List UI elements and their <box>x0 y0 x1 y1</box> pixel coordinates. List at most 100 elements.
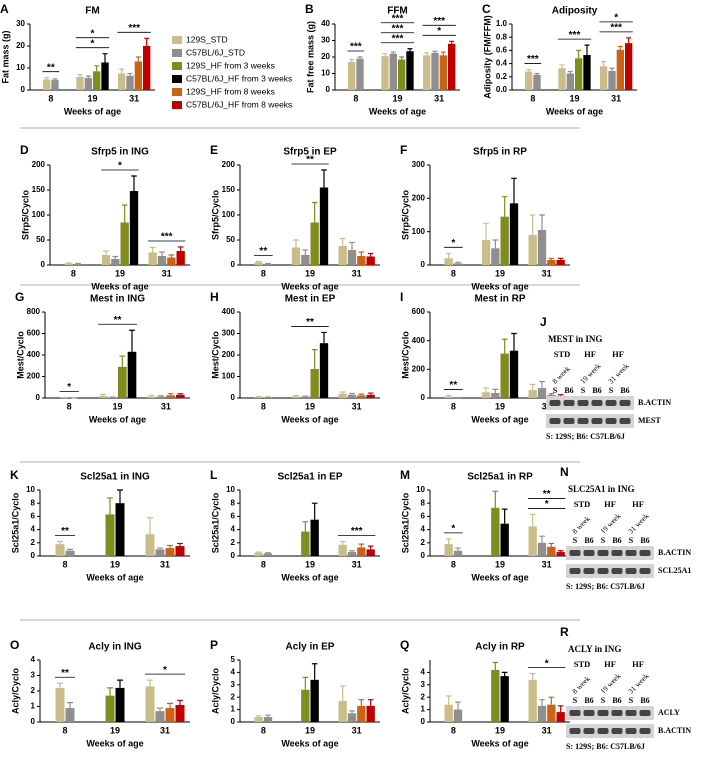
blot-lane: B6 <box>584 696 593 705</box>
significance-label: ** <box>47 62 55 73</box>
significance-label: * <box>545 658 549 669</box>
error-bar <box>357 56 363 59</box>
error-bar <box>159 251 165 256</box>
bar <box>481 392 491 398</box>
error-bar <box>339 540 346 545</box>
error-bar <box>548 542 555 547</box>
bar <box>176 394 185 398</box>
blot-band <box>639 550 651 556</box>
error-bar <box>117 679 123 688</box>
bar <box>55 687 65 722</box>
y-tick-label: 10 <box>416 485 425 494</box>
blot-lane: B6 <box>640 536 649 545</box>
blot-band <box>625 710 637 716</box>
x-tick-label: 8 <box>62 725 67 735</box>
blot-band <box>625 550 637 556</box>
bar <box>500 216 509 265</box>
blot-band <box>611 568 623 574</box>
error-bar <box>399 56 405 60</box>
y-axis-label: Sfrp5/Cyclo <box>20 189 30 240</box>
bar <box>547 546 556 556</box>
bar <box>93 71 101 90</box>
error-bar <box>449 40 455 44</box>
blot-band <box>619 400 631 406</box>
bar <box>366 394 375 398</box>
significance-label: * <box>545 499 549 510</box>
error-bar <box>492 490 499 508</box>
x-axis-label: Weeks of age <box>546 106 603 116</box>
panel-letter: H <box>210 290 219 304</box>
bar <box>65 550 75 556</box>
blot-lane: S <box>601 696 606 705</box>
bar <box>338 700 347 722</box>
blot-band <box>563 418 575 424</box>
bar <box>338 246 347 265</box>
y-tick-label: 0 <box>231 551 236 560</box>
bar <box>616 49 624 90</box>
blot-band <box>583 710 595 716</box>
bar <box>537 705 547 722</box>
error-bar <box>529 673 536 680</box>
chart-title: FM <box>85 6 99 17</box>
x-tick-label: 8 <box>261 268 266 278</box>
error-bar <box>548 393 555 396</box>
error-bar <box>511 332 517 351</box>
significance-label: * <box>118 161 122 172</box>
blot-title: ACLY in ING <box>568 644 621 654</box>
significance-label: *** <box>527 54 539 65</box>
x-tick-label: 31 <box>352 559 362 569</box>
blot-time: 8 week <box>570 514 592 536</box>
x-axis-label: Weeks of age <box>281 281 338 291</box>
error-bar <box>349 58 355 62</box>
blot-band-label: B.ACTIN <box>658 726 691 735</box>
bar <box>165 708 175 722</box>
y-tick-label: 0 <box>31 717 36 726</box>
bar <box>556 260 565 265</box>
blot-lane: S <box>573 696 578 705</box>
error-bar <box>57 682 63 688</box>
error-bar <box>548 257 555 260</box>
error-bar <box>44 77 50 80</box>
y-tick-label: 1 <box>421 705 426 714</box>
y-tick-label: 8 <box>31 498 36 507</box>
x-tick-label: 19 <box>305 268 315 278</box>
significance-label: ** <box>61 526 69 537</box>
x-tick-label: 31 <box>542 725 552 735</box>
error-bar <box>121 204 128 223</box>
y-axis-label: Acly/Cyclo <box>400 667 410 714</box>
y-tick-label: 200 <box>412 193 426 202</box>
bar <box>448 43 456 90</box>
blot-band <box>611 550 623 556</box>
error-bar <box>349 550 355 553</box>
blot-group: HF <box>632 499 644 509</box>
error-bar <box>131 175 137 191</box>
error-bar <box>157 547 163 550</box>
error-bar <box>302 521 309 532</box>
bar <box>145 534 155 556</box>
chart-title: Sfrp5 in EP <box>283 147 337 158</box>
significance-label: ** <box>449 380 457 391</box>
blot-lane: B6 <box>592 386 601 395</box>
panel-letter: C <box>482 2 491 16</box>
error-bar <box>445 695 452 705</box>
error-bar <box>440 51 446 56</box>
y-tick-label: 4 <box>31 525 36 534</box>
blot-band <box>577 418 589 424</box>
error-bar <box>501 196 508 217</box>
bar <box>453 709 463 722</box>
panel-letter: L <box>210 468 217 482</box>
error-bar <box>455 547 461 551</box>
bar <box>537 387 547 398</box>
y-tick-label: 100 <box>222 210 236 219</box>
bar <box>528 235 537 265</box>
error-bar <box>167 702 173 709</box>
x-axis-label: Weeks of age <box>91 281 148 291</box>
bar <box>254 396 263 398</box>
y-tick-label: 20 <box>16 41 25 50</box>
bar <box>444 396 453 398</box>
blot-time: 31 week <box>626 671 650 695</box>
x-tick-label: 31 <box>352 725 362 735</box>
x-tick-label: 19 <box>110 725 120 735</box>
error-bar <box>94 65 100 72</box>
significance-label: * <box>91 28 95 39</box>
